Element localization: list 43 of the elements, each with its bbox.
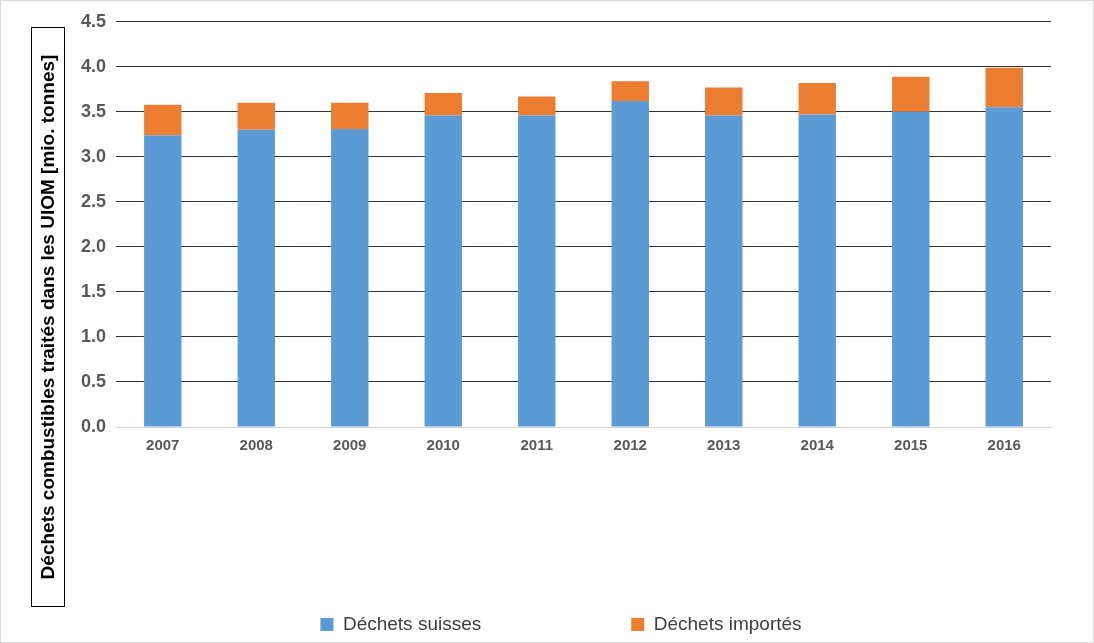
- bar: [331, 128, 369, 427]
- bar: [705, 115, 743, 427]
- bar: [144, 104, 182, 136]
- y-tick-label: 1.5: [80, 280, 107, 301]
- y-axis-title: Déchets combustibles traités dans les UIOM [mio. tonnes]: [31, 27, 65, 607]
- bar: [237, 102, 275, 130]
- bar: [237, 129, 275, 427]
- x-tick-label: 2007: [146, 436, 180, 454]
- x-tick-label: 2016: [987, 436, 1021, 454]
- x-tick-label: 2012: [613, 436, 647, 454]
- bar: [798, 114, 836, 427]
- x-tick-label: 2009: [333, 436, 367, 454]
- y-tick-label: 4.5: [80, 10, 107, 31]
- bar: [705, 87, 743, 116]
- x-tick-label: 2013: [707, 436, 741, 454]
- bar: [611, 81, 649, 102]
- bar: [144, 135, 182, 427]
- bar: [611, 101, 649, 427]
- y-tick-label: 0.0: [80, 415, 107, 436]
- x-tick-label: 2010: [426, 436, 460, 454]
- y-tick-label: 2.0: [80, 235, 107, 256]
- bar: [424, 115, 462, 427]
- bar: [518, 96, 556, 116]
- bar: [985, 67, 1023, 108]
- y-tick-label: 4.0: [80, 55, 107, 76]
- y-tick-label: 1.0: [80, 325, 107, 346]
- legend-label: Déchets importés: [653, 612, 802, 634]
- bar: [892, 76, 930, 112]
- y-tick-label: 3.0: [80, 145, 107, 166]
- y-tick-label: 3.5: [80, 100, 107, 121]
- x-tick-label: 2015: [894, 436, 928, 454]
- bar: [331, 102, 369, 129]
- bar: [892, 111, 930, 427]
- x-tick-label: 2014: [800, 436, 835, 454]
- y-tick-label: 0.5: [80, 370, 107, 391]
- y-tick-label: 2.5: [80, 190, 107, 211]
- legend-label: Déchets suisses: [342, 612, 482, 634]
- bar: [798, 83, 836, 115]
- x-tick-label: 2008: [239, 436, 273, 454]
- x-tick-label: 2011: [520, 436, 554, 454]
- bar: [985, 107, 1023, 427]
- bar: [518, 115, 556, 427]
- bar: [424, 92, 462, 116]
